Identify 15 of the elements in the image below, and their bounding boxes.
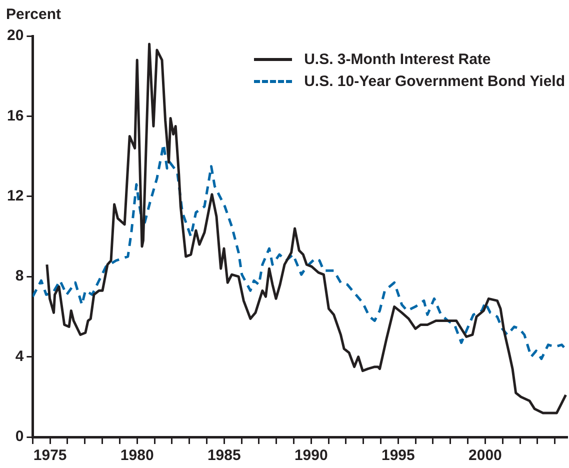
y-tick-label: 4 (15, 348, 24, 365)
x-tick-label: 2000 (468, 447, 502, 464)
legend-label: U.S. 3-Month Interest Rate (304, 50, 491, 68)
y-tick-label: 16 (6, 107, 24, 124)
y-axis-title: Percent (6, 6, 62, 23)
y-tick-label: 0 (15, 428, 24, 446)
x-tick-label: 1975 (33, 447, 67, 464)
y-tick-label: 20 (6, 27, 24, 44)
x-tick-label: 1995 (381, 447, 415, 464)
x-tick-label: 1985 (207, 447, 241, 464)
legend-label: U.S. 10-Year Government Bond Yield (304, 72, 565, 90)
x-tick-label: 1990 (294, 447, 328, 464)
x-tick-label: 1980 (120, 447, 154, 464)
y-tick-label: 8 (15, 268, 24, 285)
y-tick-label: 12 (6, 188, 24, 205)
